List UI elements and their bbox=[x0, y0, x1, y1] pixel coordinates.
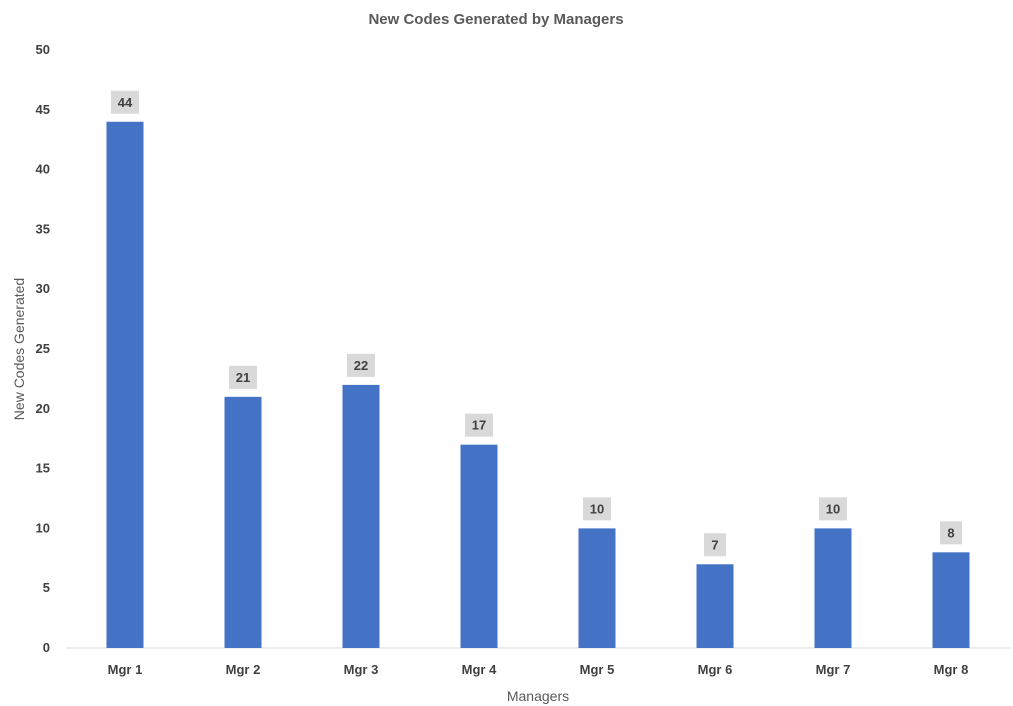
x-tick-label: Mgr 4 bbox=[462, 662, 497, 677]
y-tick-label: 10 bbox=[36, 520, 50, 535]
y-tick-label: 25 bbox=[36, 341, 50, 356]
data-label-background bbox=[819, 497, 847, 521]
y-tick-label: 50 bbox=[36, 42, 50, 57]
data-label: 22 bbox=[354, 358, 368, 373]
y-tick-label: 5 bbox=[43, 580, 50, 595]
y-axis-ticks: 0 5 10 15 20 25 30 35 40 45 50 bbox=[36, 42, 50, 655]
bar bbox=[578, 528, 616, 648]
data-label-background bbox=[111, 90, 139, 114]
y-tick-label: 40 bbox=[36, 162, 50, 177]
data-label: 17 bbox=[472, 418, 486, 433]
y-tick-label: 45 bbox=[36, 102, 50, 117]
data-label-background bbox=[465, 413, 493, 437]
data-label-background bbox=[940, 521, 962, 545]
data-label-background bbox=[347, 353, 375, 377]
x-axis-label: Managers bbox=[507, 688, 569, 704]
data-label-background bbox=[583, 497, 611, 521]
y-tick-label: 15 bbox=[36, 461, 50, 476]
bar bbox=[224, 396, 262, 648]
y-tick-label: 0 bbox=[43, 640, 50, 655]
data-label-background bbox=[704, 533, 726, 557]
x-tick-label: Mgr 3 bbox=[344, 662, 379, 677]
data-label: 7 bbox=[711, 537, 718, 552]
x-axis-ticks: Mgr 1 Mgr 2 Mgr 3 Mgr 4 Mgr 5 Mgr 6 Mgr 7 Mgr 8 bbox=[108, 662, 969, 677]
bar bbox=[106, 121, 144, 648]
x-tick-label: Mgr 8 bbox=[934, 662, 969, 677]
y-tick-label: 35 bbox=[36, 221, 50, 236]
data-label: 10 bbox=[590, 501, 604, 516]
y-axis-label: New Codes Generated bbox=[11, 278, 27, 420]
x-tick-label: Mgr 6 bbox=[698, 662, 733, 677]
x-tick-label: Mgr 2 bbox=[226, 662, 261, 677]
y-tick-label: 20 bbox=[36, 401, 50, 416]
x-tick-label: Mgr 7 bbox=[816, 662, 851, 677]
bars: 44 21 22 17 10 7 10 8 bbox=[106, 90, 970, 648]
y-tick-label: 30 bbox=[36, 281, 50, 296]
data-label: 21 bbox=[236, 370, 250, 385]
data-label-background bbox=[229, 365, 257, 389]
chart-title: New Codes Generated by Managers bbox=[368, 11, 623, 28]
bar bbox=[460, 444, 498, 648]
data-label: 10 bbox=[826, 501, 840, 516]
x-tick-label: Mgr 5 bbox=[580, 662, 615, 677]
bar bbox=[932, 552, 970, 648]
x-tick-label: Mgr 1 bbox=[108, 662, 143, 677]
data-label: 8 bbox=[947, 525, 954, 540]
bar bbox=[814, 528, 852, 648]
bar bbox=[696, 564, 734, 648]
bar bbox=[342, 384, 380, 648]
data-label: 44 bbox=[118, 95, 133, 110]
